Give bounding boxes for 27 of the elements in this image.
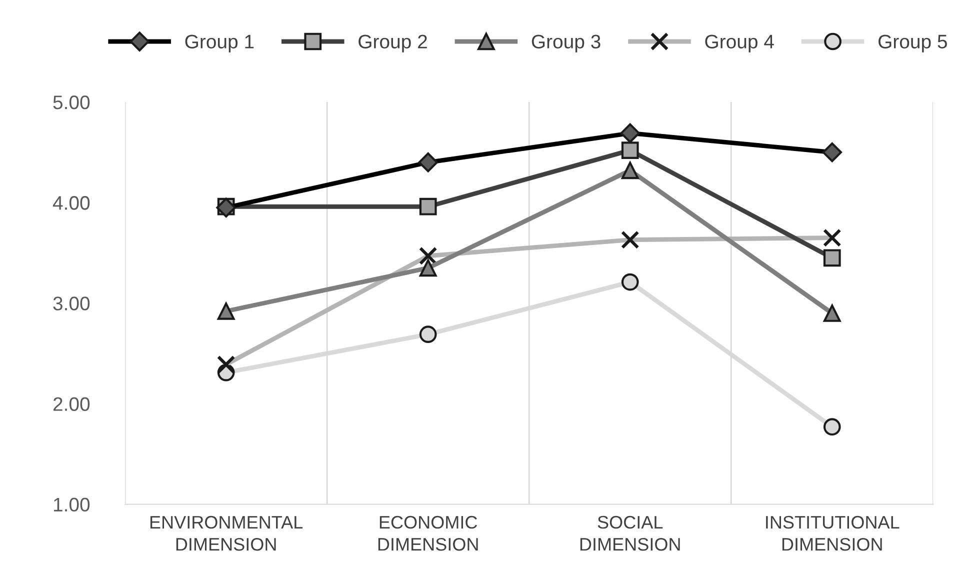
point bbox=[822, 142, 842, 162]
point bbox=[419, 259, 437, 277]
y-tick-label: 1.00 bbox=[54, 498, 90, 512]
point bbox=[823, 418, 841, 436]
y-tick-label: 5.00 bbox=[53, 95, 90, 110]
legend-label: Group 3 bbox=[532, 34, 600, 52]
point bbox=[823, 249, 841, 267]
y-tick-label: 2.00 bbox=[53, 397, 90, 411]
point bbox=[419, 198, 437, 216]
x-tick-label: ECONOMIC DIMENSION bbox=[378, 516, 478, 551]
y-tick-label: 4.00 bbox=[52, 196, 90, 210]
legend-label: Group 2 bbox=[358, 34, 427, 52]
point bbox=[620, 123, 640, 144]
legend-label: Group 1 bbox=[185, 34, 254, 52]
point bbox=[419, 326, 437, 344]
point bbox=[621, 162, 639, 180]
point bbox=[621, 273, 639, 291]
point bbox=[621, 142, 639, 159]
point bbox=[418, 152, 438, 172]
x-tick-label: ENVIRONMENTAL DIMENSION bbox=[150, 516, 303, 551]
point bbox=[823, 304, 841, 322]
legend-label: Group 4 bbox=[705, 34, 774, 52]
x-tick-label: INSTITUTIONAL DIMENSION bbox=[766, 516, 900, 551]
point bbox=[217, 302, 235, 320]
legend-label: Group 5 bbox=[878, 34, 947, 52]
y-tick-label: 3.00 bbox=[53, 296, 90, 310]
x-tick-label: SOCIAL DIMENSION bbox=[580, 516, 680, 551]
